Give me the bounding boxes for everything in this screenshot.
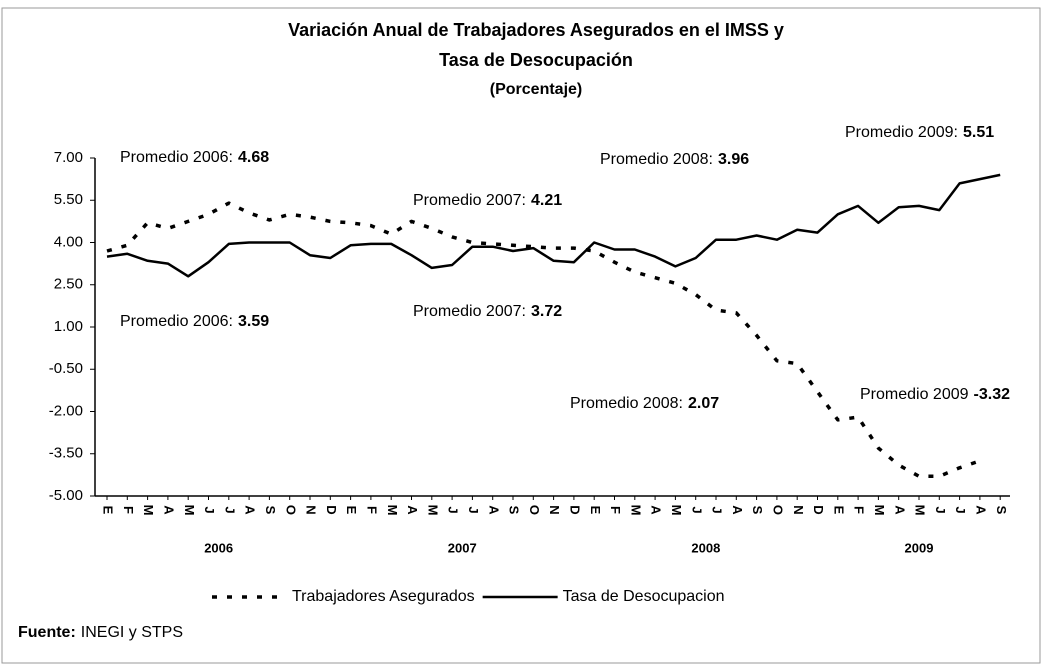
annotation-text: Promedio 2008: xyxy=(600,151,713,168)
x-tick-label: J xyxy=(953,506,968,513)
x-tick-label: A xyxy=(405,505,420,515)
x-tick-label: O xyxy=(283,505,298,515)
x-tick-label: M xyxy=(425,505,440,516)
annotation-value: 3.72 xyxy=(531,303,562,320)
annotation: Promedio 2007: 4.21 xyxy=(413,192,562,209)
x-tick-label: A xyxy=(161,505,176,515)
x-tick-label: M xyxy=(628,505,643,516)
x-tick-label: S xyxy=(994,506,1009,515)
chart-title: Tasa de Desocupación xyxy=(439,50,633,70)
source-label: Fuente: xyxy=(18,624,76,641)
x-tick-label: D xyxy=(567,505,582,514)
x-tick-label: N xyxy=(791,505,806,514)
y-tick-label: 7.00 xyxy=(54,149,83,166)
series-line xyxy=(106,201,981,479)
x-tick-label: J xyxy=(689,506,704,513)
x-tick-label: F xyxy=(852,506,867,514)
annotation: Promedio 2008: 3.96 xyxy=(600,151,749,168)
annotation-text: Promedio 2006: xyxy=(120,149,233,166)
annotation-text: Promedio 2006: xyxy=(120,313,233,330)
x-tick-label: M xyxy=(913,505,928,516)
x-tick-label: O xyxy=(527,505,542,515)
y-tick-label: 4.00 xyxy=(54,233,83,250)
annotation: Promedio 2007: 3.72 xyxy=(413,303,562,320)
annotation-text: Promedio 2009: xyxy=(845,124,958,141)
x-tick-label: J xyxy=(466,506,481,513)
y-tick-label: 1.00 xyxy=(54,318,83,335)
annotation-value: 2.07 xyxy=(688,395,719,412)
y-tick-label: -2.00 xyxy=(49,402,83,419)
annotation: Promedio 2006: 3.59 xyxy=(120,313,269,330)
x-tick-label: J xyxy=(933,506,948,513)
x-tick-label: E xyxy=(344,506,359,515)
x-tick-label: E xyxy=(588,506,603,515)
x-group-label: 2008 xyxy=(691,540,720,555)
x-group-label: 2009 xyxy=(905,540,934,555)
y-tick-label: 2.50 xyxy=(54,276,83,293)
x-tick-label: M xyxy=(872,505,887,516)
source-text: INEGI y STPS xyxy=(81,624,183,641)
annotation-value: 5.51 xyxy=(963,124,994,141)
x-tick-label: J xyxy=(446,506,461,513)
x-tick-label: D xyxy=(811,505,826,514)
x-tick-label: M xyxy=(669,505,684,516)
x-tick-label: S xyxy=(263,506,278,515)
x-tick-label: F xyxy=(121,506,136,514)
x-tick-label: D xyxy=(324,505,339,514)
x-tick-label: E xyxy=(831,506,846,515)
x-tick-label: O xyxy=(770,505,785,515)
annotation-value: 4.68 xyxy=(238,149,269,166)
chart-title: Variación Anual de Trabajadores Asegurad… xyxy=(288,20,784,40)
y-tick-label: 5.50 xyxy=(54,191,83,208)
annotation: Promedio 2006: 4.68 xyxy=(120,149,269,166)
x-tick-label: A xyxy=(730,505,745,515)
x-tick-label: S xyxy=(750,506,765,515)
annotation: Promedio 2008: 2.07 xyxy=(570,395,719,412)
annotation-text: Promedio 2009 xyxy=(860,386,969,403)
x-tick-label: M xyxy=(182,505,197,516)
frame xyxy=(1,7,1041,664)
x-tick-label: F xyxy=(608,506,623,514)
x-tick-label: M xyxy=(141,505,156,516)
chart-subtitle: (Porcentaje) xyxy=(490,81,582,98)
x-tick-label: M xyxy=(385,505,400,516)
x-tick-label: A xyxy=(892,505,907,515)
x-group-label: 2007 xyxy=(448,540,477,555)
x-tick-label: N xyxy=(547,505,562,514)
x-group-label: 2006 xyxy=(204,540,233,555)
x-tick-label: E xyxy=(101,506,116,515)
annotation: Promedio 2009: 5.51 xyxy=(845,124,994,141)
source: Fuente: INEGI y STPS xyxy=(18,624,183,641)
y-tick-label: -5.00 xyxy=(49,487,83,504)
annotation-text: Promedio 2007: xyxy=(413,192,526,209)
x-tick-label: J xyxy=(710,506,725,513)
x-tick-label: J xyxy=(202,506,217,513)
series-line xyxy=(106,173,1001,278)
annotation-value: 4.21 xyxy=(531,192,562,209)
y-tick-label: -0.50 xyxy=(49,360,83,377)
annotation-text: Promedio 2007: xyxy=(413,303,526,320)
annotation-text: Promedio 2008: xyxy=(570,395,683,412)
annotation-value: 3.59 xyxy=(238,313,269,330)
x-tick-label: F xyxy=(364,506,379,514)
x-tick-label: A xyxy=(243,505,258,515)
annotation-value: -3.32 xyxy=(974,386,1011,403)
x-tick-label: A xyxy=(649,505,664,515)
y-tick-label: -3.50 xyxy=(49,445,83,462)
legend-label: Trabajadores Asegurados xyxy=(292,588,475,605)
x-tick-label: A xyxy=(486,505,501,515)
x-tick-label: J xyxy=(222,506,237,513)
x-tick-label: S xyxy=(507,506,522,515)
legend-label: Tasa de Desocupacion xyxy=(563,588,725,605)
annotation-value: 3.96 xyxy=(718,151,749,168)
x-tick-label: A xyxy=(973,505,988,515)
x-tick-label: N xyxy=(304,505,319,514)
annotation: Promedio 2009 -3.32 xyxy=(860,386,1010,403)
